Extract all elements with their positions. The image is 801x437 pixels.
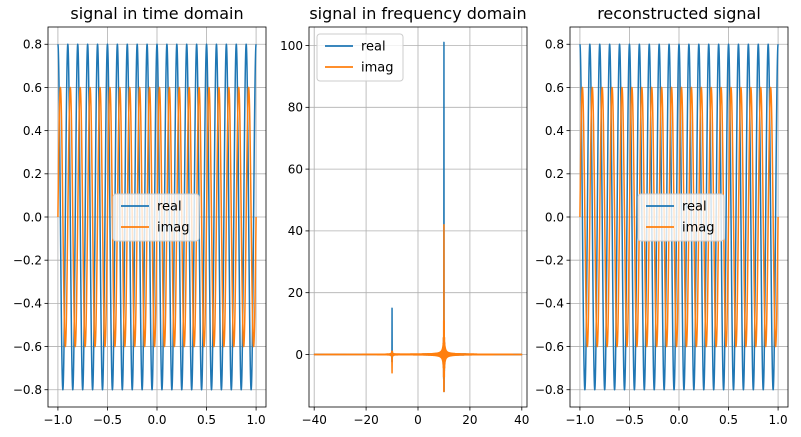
x-tick-label: 0.0 [669, 413, 688, 427]
subplot-2: −40 −20 0 20 40 0 20 40 60 80 100 signal in frequen… [280, 4, 529, 427]
y-tick-label: 0.4 [545, 124, 564, 138]
x-tick-label: 1.0 [247, 413, 266, 427]
axes-layer: −1.0 −0.5 0.0 0.5 1.0 −0.8 −0.6 −0.4 −0.2 0.0 0.2 0… [13, 4, 789, 427]
y-tick-label: −0.2 [13, 253, 42, 267]
y-tick-label: 60 [288, 162, 303, 176]
x-tick-label: −20 [353, 413, 378, 427]
x-tick-label: −40 [302, 413, 327, 427]
legend-label-imag: imag [682, 221, 715, 236]
legend-label-real: real [682, 200, 707, 215]
y-tick-label: 0.0 [545, 210, 564, 224]
chart-title: signal in time domain [70, 4, 243, 23]
y-tick-label: −0.4 [535, 297, 564, 311]
y-tick-label: −0.6 [535, 340, 564, 354]
legend-label-imag: imag [361, 61, 394, 76]
y-tick-label: 0.6 [23, 81, 42, 95]
legend-label-real: real [157, 200, 182, 215]
x-tick-label: −1.0 [43, 413, 72, 427]
y-tick-label: −0.6 [13, 340, 42, 354]
legend-label-imag: imag [157, 221, 190, 236]
chart-title: reconstructed signal [597, 4, 761, 23]
x-tick-label: −1.0 [565, 413, 594, 427]
y-tick-label: 20 [288, 286, 303, 300]
y-tick-label: −0.4 [13, 297, 42, 311]
y-tick-label: 0.8 [23, 38, 42, 52]
legend: real imag [112, 193, 200, 242]
y-tick-label: 0.0 [23, 210, 42, 224]
y-tick-label: 80 [288, 101, 303, 115]
x-tick-label: 0.5 [197, 413, 216, 427]
chart-title: signal in frequency domain [309, 4, 526, 23]
y-tick-label: 0.8 [545, 38, 564, 52]
x-tick-label: 0.0 [147, 413, 166, 427]
x-tick-label: 0 [414, 413, 422, 427]
x-tick-label: 1.0 [769, 413, 788, 427]
x-tick-label: 0.5 [719, 413, 738, 427]
y-tick-label: 0.2 [23, 167, 42, 181]
x-tick-label: 20 [462, 413, 477, 427]
legend: real imag [637, 193, 725, 242]
subplot-1: −1.0 −0.5 0.0 0.5 1.0 −0.8 −0.6 −0.4 −0.2 0.0 0.2 0… [13, 4, 267, 427]
x-tick-label: 40 [514, 413, 529, 427]
y-tick-label: −0.8 [535, 383, 564, 397]
plot-area [313, 41, 523, 393]
x-tick-label: −0.5 [93, 413, 122, 427]
y-tick-label: −0.8 [13, 383, 42, 397]
y-tick-label: 100 [280, 39, 303, 53]
y-tick-label: 0.6 [545, 81, 564, 95]
x-tick-label: −0.5 [615, 413, 644, 427]
legend: real imag [316, 33, 404, 82]
series-line-imag [313, 223, 523, 393]
y-tick-label: −0.2 [535, 253, 564, 267]
y-tick-label: 0.4 [23, 124, 42, 138]
y-tick-label: 40 [288, 224, 303, 238]
legend-label-real: real [361, 40, 386, 55]
y-tick-label: 0.2 [545, 167, 564, 181]
y-tick-label: 0 [295, 348, 303, 362]
subplot-3: −1.0 −0.5 0.0 0.5 1.0 −0.8 −0.6 −0.4 −0.2 0.0 0.2 0… [535, 4, 789, 427]
